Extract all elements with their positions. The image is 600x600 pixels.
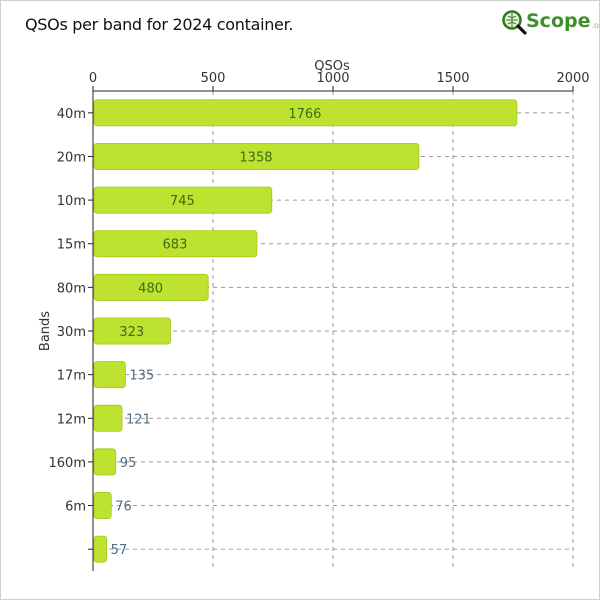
y-tick-label: 80m <box>57 281 86 296</box>
bar <box>93 492 112 520</box>
bar-value-label: 121 <box>126 412 151 427</box>
bar <box>93 448 117 476</box>
x-tick-label: 0 <box>89 71 97 86</box>
x-tick-label: 500 <box>201 71 226 86</box>
grid-lines <box>93 91 574 571</box>
bar <box>93 317 171 345</box>
y-tick-label: 10m <box>57 194 86 209</box>
logo-suffix: .org <box>591 20 600 30</box>
bar-value-label: 135 <box>129 369 154 384</box>
y-tick-label: 17m <box>57 369 86 384</box>
y-tick-label: 30m <box>57 325 86 340</box>
bar <box>93 404 123 432</box>
y-tick-label: 160m <box>49 456 86 471</box>
magnifier-globe-icon <box>501 9 527 35</box>
bar <box>93 99 518 127</box>
x-tick-label: 1000 <box>316 71 349 86</box>
bar-value-label: 480 <box>138 281 163 296</box>
x-tick-label: 1500 <box>436 71 469 86</box>
y-axis-label: Bands <box>38 311 53 351</box>
qscope-logo: Scope .org <box>501 6 600 36</box>
bar-value-label: 1766 <box>288 107 321 122</box>
chart-title: QSOs per band for 2024 container. <box>25 15 294 34</box>
bar <box>93 273 209 301</box>
y-tick-label: 20m <box>57 150 86 165</box>
x-axis-label: QSOs <box>314 59 350 74</box>
y-tick-label: 15m <box>57 238 86 253</box>
y-tick-label: 40m <box>57 107 86 122</box>
bar <box>93 361 126 389</box>
bar-value-label: 57 <box>111 543 128 558</box>
bars: 1766 1358 745 683 480 323 135 121 95 76 57 <box>93 99 518 563</box>
bar-value-label: 683 <box>163 238 188 253</box>
y-tick-labels: 40m 20m 10m 15m 80m 30m 17m 12m 160m 6m <box>49 107 93 550</box>
logo-text: Scope <box>526 10 591 32</box>
bar-value-label: 323 <box>119 325 144 340</box>
bar-value-label: 76 <box>115 500 132 515</box>
bar-value-label: 95 <box>120 456 137 471</box>
y-tick-label: 12m <box>57 412 86 427</box>
x-tick-labels: 0 500 1000 1500 2000 <box>89 71 590 91</box>
bar <box>93 535 108 563</box>
bar-value-label: 745 <box>170 194 195 209</box>
x-tick-label: 2000 <box>556 71 589 86</box>
bar <box>93 230 258 258</box>
bar <box>93 142 420 170</box>
bar <box>93 186 273 214</box>
bar-value-label: 1358 <box>239 150 272 165</box>
y-tick-label: 6m <box>65 500 86 515</box>
